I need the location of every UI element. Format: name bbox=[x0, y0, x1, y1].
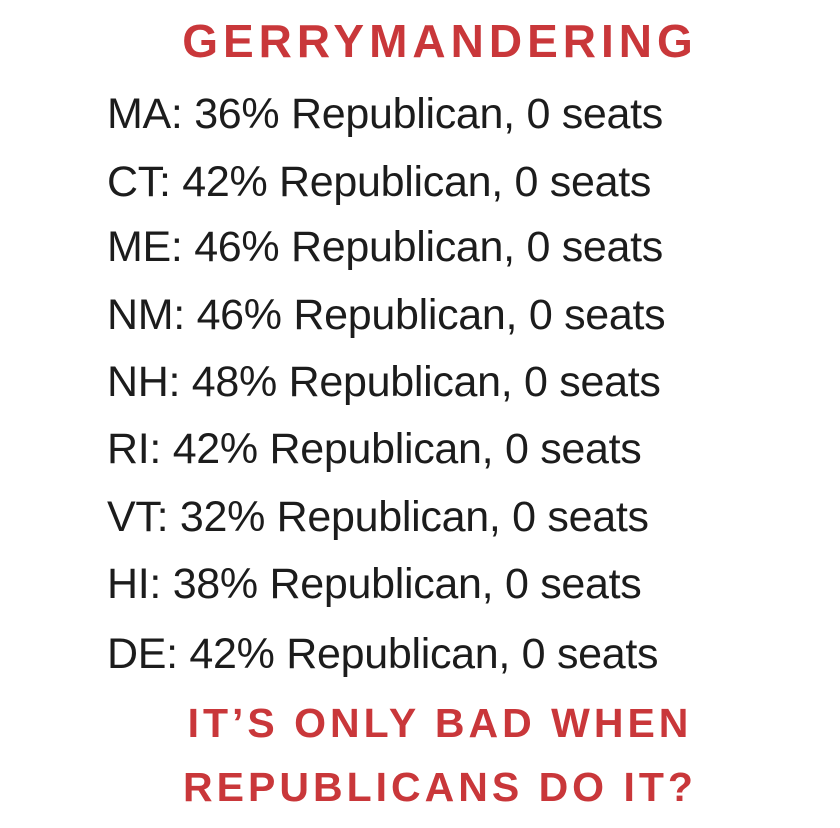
state-row: NM: 46% Republican, 0 seats bbox=[107, 291, 666, 339]
state-row: DE: 42% Republican, 0 seats bbox=[107, 630, 659, 678]
state-row: RI: 42% Republican, 0 seats bbox=[107, 425, 642, 473]
footer-line: IT’S ONLY BAD WHEN bbox=[187, 700, 693, 746]
state-row: HI: 38% Republican, 0 seats bbox=[107, 560, 642, 608]
state-row: CT: 42% Republican, 0 seats bbox=[107, 158, 652, 206]
state-row: ME: 46% Republican, 0 seats bbox=[107, 223, 663, 271]
footer-line: REPUBLICANS DO IT? bbox=[183, 764, 697, 810]
state-row: NH: 48% Republican, 0 seats bbox=[107, 358, 661, 406]
title: GERRYMANDERING bbox=[182, 15, 698, 67]
state-row: MA: 36% Republican, 0 seats bbox=[107, 90, 663, 138]
state-row: VT: 32% Republican, 0 seats bbox=[107, 493, 649, 541]
